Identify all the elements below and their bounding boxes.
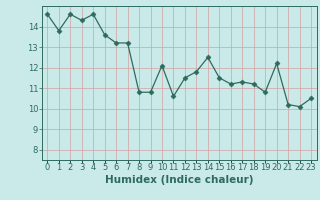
X-axis label: Humidex (Indice chaleur): Humidex (Indice chaleur): [105, 175, 253, 185]
